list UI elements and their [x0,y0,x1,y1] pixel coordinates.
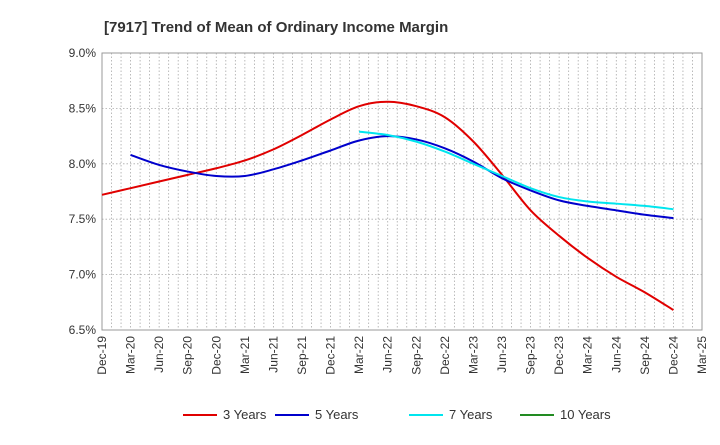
x-axis-ticks: Dec-19 Mar-20 Jun-20 Sep-20 Dec-20 Mar-21 Jun-… [95,336,709,375]
x-tick-label: Mar-22 [352,336,366,374]
x-tick-label: Dec-19 [95,336,109,375]
x-tick-label: Dec-21 [324,336,338,375]
x-tick-label: Jun-24 [609,336,623,373]
y-tick-label: 6.5% [69,323,97,337]
plot-frame [101,52,703,331]
x-tick-label: Sep-22 [409,336,423,375]
x-tick-label: Mar-25 [695,336,709,374]
y-axis-ticks: 6.5% 7.0% 7.5% 8.0% 8.5% 9.0% [69,46,97,337]
legend-label: 7 Years [449,407,493,422]
legend: 3 Years 5 Years 7 Years 10 Years [183,407,611,422]
x-tick-label: Dec-24 [666,336,680,375]
series-line-7-years [359,130,674,211]
legend-label: 10 Years [560,407,611,422]
y-tick-label: 7.5% [69,212,97,226]
x-tick-label: Jun-22 [381,336,395,373]
x-tick-label: Sep-23 [524,336,538,375]
x-tick-label: Dec-23 [552,336,566,375]
chart-title: [7917] Trend of Mean of Ordinary Income … [104,19,448,36]
x-tick-label: Dec-22 [438,336,452,375]
grid-lines [102,53,702,330]
x-tick-label: Mar-24 [581,336,595,374]
x-tick-label: Jun-20 [152,336,166,373]
y-tick-label: 9.0% [69,46,97,60]
x-tick-label: Sep-24 [638,336,652,375]
legend-label: 5 Years [315,407,359,422]
x-tick-label: Mar-20 [124,336,138,374]
x-tick-label: Jun-23 [495,336,509,373]
series-lines [101,100,674,311]
x-tick-label: Sep-21 [295,336,309,375]
x-tick-label: Mar-23 [466,336,480,374]
y-tick-label: 8.5% [69,101,97,115]
y-tick-label: 8.0% [69,157,97,171]
legend-label: 3 Years [223,407,267,422]
x-tick-label: Dec-20 [209,336,223,375]
x-tick-label: Mar-21 [238,336,252,374]
x-tick-label: Sep-20 [181,336,195,375]
series-line-5-years [130,135,674,220]
x-tick-label: Jun-21 [266,336,280,373]
y-tick-label: 7.0% [69,268,97,282]
